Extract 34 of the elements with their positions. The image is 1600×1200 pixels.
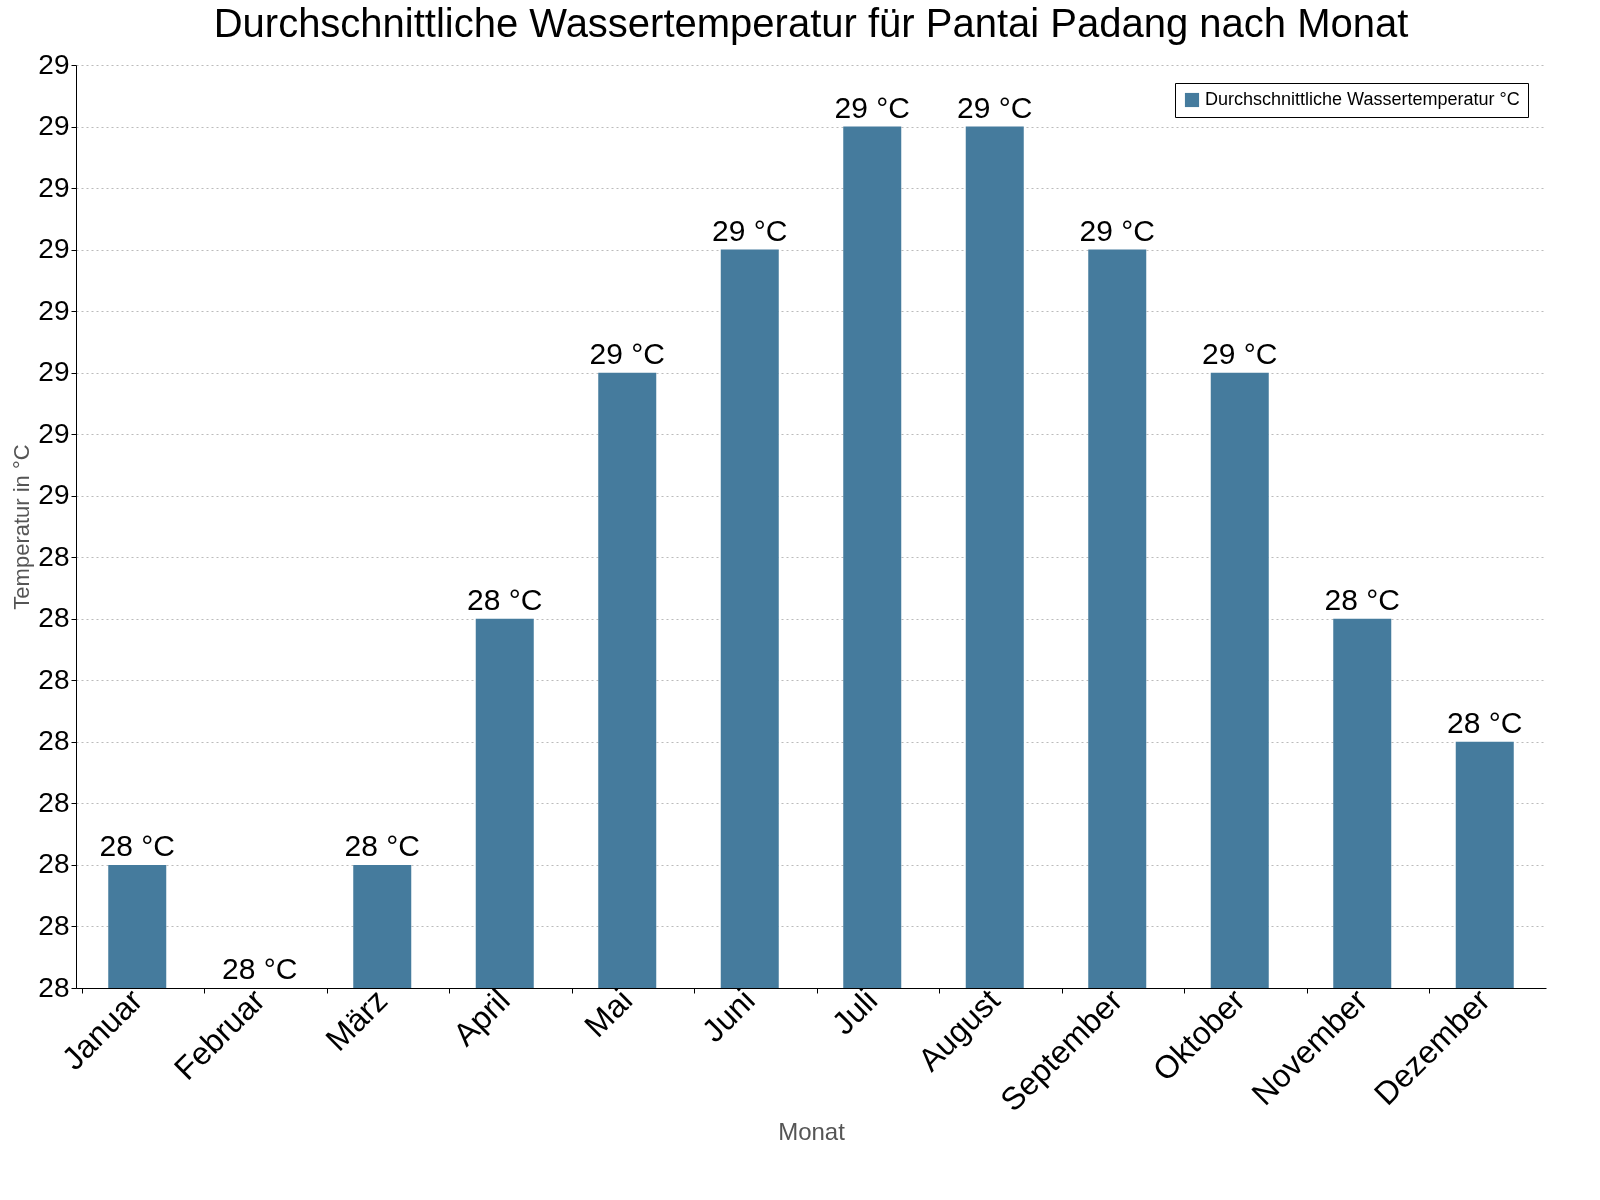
data-label: 29 °C bbox=[957, 90, 1033, 124]
data-label: 28 °C bbox=[1324, 582, 1400, 616]
data-label: 28 °C bbox=[344, 828, 420, 862]
y-tick-label: 28 bbox=[38, 540, 70, 572]
y-tick-label: 29 bbox=[38, 294, 70, 326]
x-tick-label: Juni bbox=[694, 982, 762, 1050]
x-tick-label: Juli bbox=[824, 982, 885, 1042]
y-tick-label: 28 bbox=[38, 909, 70, 941]
y-tick-label: 28 bbox=[38, 725, 70, 757]
x-tick-label: Mai bbox=[577, 982, 640, 1044]
data-label: 29 °C bbox=[834, 90, 910, 124]
chart-title: Durchschnittliche Wassertemperatur für Pantai Padang nach Monat bbox=[213, 1, 1409, 45]
y-axis-title: Temperatur in °C bbox=[9, 444, 35, 610]
y-tick-label: 29 bbox=[38, 233, 70, 265]
data-label: 28 °C bbox=[222, 952, 298, 985]
y-tick-label: 29 bbox=[38, 171, 70, 203]
y-tick-label: 29 bbox=[38, 417, 70, 449]
data-label: 29 °C bbox=[589, 336, 665, 370]
y-tick-label: 29 bbox=[38, 356, 70, 388]
data-label: 28 °C bbox=[467, 582, 543, 616]
y-tick-label: 28 bbox=[38, 848, 70, 880]
data-label: 28 °C bbox=[1447, 705, 1523, 739]
data-label: 29 °C bbox=[1079, 213, 1155, 247]
y-tick-label: 29 bbox=[38, 110, 70, 142]
y-tick-label: 28 bbox=[38, 663, 70, 695]
legend-label: Durchschnittliche Wassertemperatur °C bbox=[1205, 89, 1520, 109]
y-tick-label: 28 bbox=[38, 786, 70, 818]
y-tick-label: 29 bbox=[38, 479, 70, 511]
y-tick-label: 28 bbox=[38, 602, 70, 634]
data-label: 29 °C bbox=[1202, 336, 1278, 370]
x-axis-title: Monat bbox=[778, 1118, 846, 1146]
data-label: 29 °C bbox=[712, 213, 788, 247]
data-label: 28 °C bbox=[99, 828, 175, 862]
y-tick-label: 29 bbox=[38, 48, 70, 80]
